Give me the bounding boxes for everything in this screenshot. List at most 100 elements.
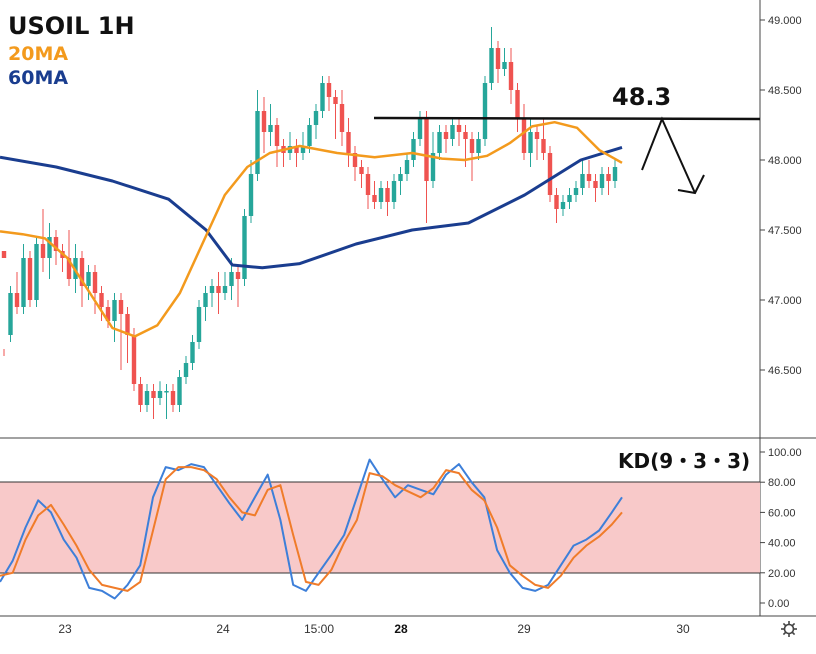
candle-down [346,132,351,153]
candle-up [580,174,585,188]
candle-down [541,139,546,153]
down-arrow-annotation [641,116,696,194]
legend-ma60: 60MA [8,67,68,89]
candle-down [424,118,429,181]
candle-up [612,167,618,181]
candle-down [339,104,345,132]
kd-tick-label: 100.00 [768,447,802,459]
candle-up [164,391,169,393]
down-arrow-head [677,174,705,195]
candle-up [112,300,117,321]
price-axis-ticks: 49.000 48.500 48.000 47.500 47.000 46.500 [760,15,802,377]
candle-up [268,125,273,132]
candle-up [528,132,533,153]
time-tick-label: 28 [394,622,408,636]
candle-up [313,111,319,125]
candle-up [222,286,228,293]
candle-up [177,377,182,405]
resistance-line [373,116,761,121]
candle-up [398,174,403,181]
candle-down [151,391,156,398]
candle-up [203,293,208,307]
candle-down [515,90,520,118]
candle-down [216,286,221,293]
candle-down [1,251,7,258]
candle-down [138,384,143,405]
price-tick-label: 48.000 [768,155,802,167]
candle-up [8,293,13,335]
candle-up [190,342,195,363]
candle-up [502,62,507,69]
moving-averages-layer [0,120,623,338]
chart-title: USOIL 1H [8,12,135,40]
candle-down [170,391,176,405]
resistance-label: 48.3 [612,83,671,111]
candle-down [593,181,598,188]
candle-up [567,195,572,202]
candle-up [255,111,260,174]
kd-lines-layer [0,458,623,600]
candle-up [411,139,416,160]
price-tick-label: 47.500 [768,225,802,237]
candle-up [196,307,202,342]
candle-down [235,272,241,279]
candle-up [21,258,26,307]
candle-down [99,293,104,307]
candle-down [352,153,358,167]
candle-up [417,118,423,139]
candle-down [66,258,72,279]
candle-down [443,132,449,139]
candle-down [463,132,468,139]
candle-down [365,174,371,195]
candle-up [450,125,455,139]
candle-down [79,258,85,286]
time-tick-label: 29 [517,622,531,636]
candle-up [404,160,410,174]
candle-down [333,97,338,104]
candle-down [40,244,46,258]
candle-down [118,300,124,314]
candle-up [573,188,579,195]
candle-down [14,293,20,307]
candle-down [326,83,332,97]
time-axis-ticks: 23 24 15:00 28 29 30 [58,622,690,636]
ma20-line [0,120,623,338]
candle-down [521,118,527,153]
candle-down [495,48,501,69]
candle-up [248,174,254,216]
candle-down [469,139,475,153]
candles-layer [1,27,618,419]
candle-down [586,174,592,181]
candle-up [489,48,494,83]
candle-down [92,272,98,293]
candle-up [307,125,312,146]
kd-overbought-band [0,482,760,573]
kd-k-line [0,458,623,600]
candle-up [378,188,384,202]
candle-up [47,237,52,258]
candle-up [86,272,91,286]
candle-down [294,146,299,153]
settings-gear-icon[interactable] [781,621,797,637]
candle-up [300,146,306,153]
candle-up [430,153,436,181]
kd-d-line [0,466,623,592]
time-tick-label: 24 [216,622,230,636]
candle-up [229,272,234,286]
time-tick-label: 23 [58,622,72,636]
candle-down [274,125,280,146]
kd-tick-label: 0.00 [768,598,789,610]
candle-up [144,391,150,405]
candle-down [508,62,514,90]
candle-up [34,244,39,300]
candle-down [27,258,33,300]
candle-up [560,202,566,209]
candle-down [606,174,611,181]
candle-down [359,167,364,174]
candle-up [599,174,605,188]
candle-down [53,237,59,251]
kd-tick-label: 80.00 [768,477,796,489]
candle-down [456,125,462,132]
candle-down [105,307,111,321]
